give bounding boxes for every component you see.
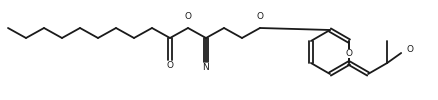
Text: O: O: [184, 12, 191, 21]
Text: O: O: [256, 12, 263, 21]
Text: O: O: [345, 49, 352, 58]
Text: N: N: [202, 64, 209, 72]
Text: O: O: [405, 46, 412, 54]
Text: O: O: [166, 62, 173, 70]
